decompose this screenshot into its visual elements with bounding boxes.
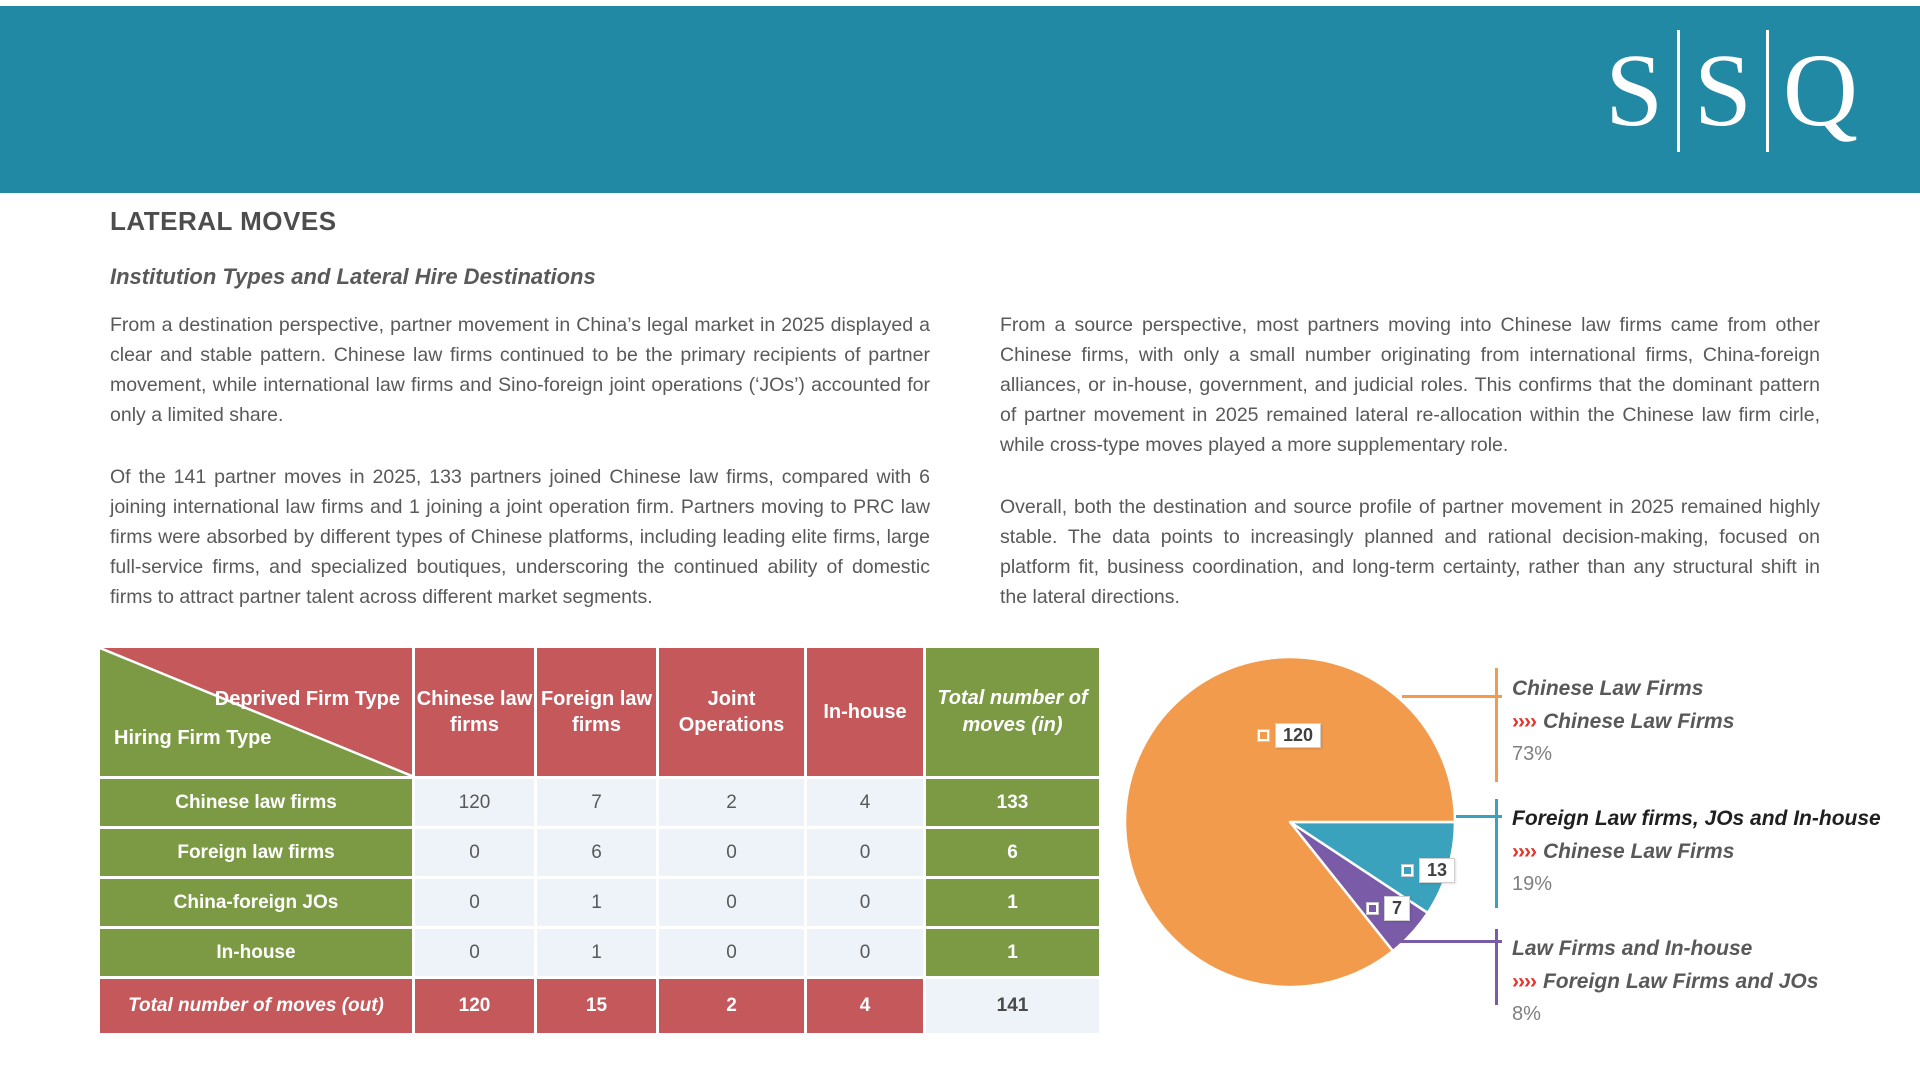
row-label: Foreign law firms [100, 829, 412, 876]
legend-source: Chinese Law Firms [1512, 677, 1704, 700]
legend-entry-foreign-group: Foreign Law firms, JOs and In-house ››››… [1512, 802, 1912, 901]
pie-value-purple-group: 7 [1384, 896, 1411, 921]
row-label: Chinese law firms [100, 779, 412, 826]
logo-divider [1765, 30, 1769, 152]
section-subtitle: Institution Types and Lateral Hire Desti… [110, 264, 596, 289]
legend-destination: ›››› Foreign Law Firms and JOs [1512, 970, 1819, 993]
table-cell: 1 [537, 929, 656, 976]
pie-label-7: 7 [1367, 896, 1411, 921]
paragraph-moves-detail: Of the 141 partner moves in 2025, 133 pa… [110, 466, 930, 608]
pie-value-foreign-group: 13 [1419, 858, 1456, 883]
legend-entry-chinese: Chinese Law Firms ›››› Chinese Law Firms … [1512, 672, 1912, 771]
row-total: 6 [926, 829, 1099, 876]
pie-chart [1123, 655, 1457, 989]
grand-total-cell: 141 [926, 979, 1099, 1033]
corner-diagonal [100, 648, 412, 776]
table-cell: 7 [537, 779, 656, 826]
legend-destination: ›››› Chinese Law Firms [1512, 840, 1735, 863]
col-header-foreign: Foreign law firms [537, 648, 656, 776]
total-row-label: Total number of moves (out) [100, 979, 412, 1033]
table-cell: 1 [537, 879, 656, 926]
table-cell: 0 [807, 829, 923, 876]
table-cell: 0 [659, 929, 804, 976]
logo-divider [1677, 30, 1681, 152]
legend-key-icon [1402, 865, 1413, 876]
paragraph-overall: Overall, both the destination and source… [1000, 496, 1820, 608]
corner-label-deprived: Deprived Firm Type [214, 688, 400, 710]
ssq-logo: S S Q [1605, 30, 1858, 152]
bracket-orange [1495, 668, 1498, 782]
col-header-jo: Joint Operations [659, 648, 804, 776]
table-cell: 0 [807, 929, 923, 976]
total-cell: 2 [659, 979, 804, 1033]
col-header-chinese: Chinese law firms [415, 648, 534, 776]
table-cell: 0 [659, 879, 804, 926]
col-header-total-in: Total number of moves (in) [926, 648, 1099, 776]
legend-source: Foreign Law firms, JOs and In-house [1512, 807, 1881, 830]
corner-label-hiring: Hiring Firm Type [114, 727, 272, 749]
table-corner-cell: Deprived Firm Type Hiring Firm Type [100, 648, 412, 776]
bracket-teal [1495, 799, 1498, 908]
table-cell: 6 [537, 829, 656, 876]
pie-label-120: 120 [1258, 723, 1322, 748]
leader-line-orange [1402, 695, 1502, 698]
row-label: China-foreign JOs [100, 879, 412, 926]
table-cell: 0 [415, 829, 534, 876]
bracket-purple [1495, 929, 1498, 1005]
leader-line-purple [1394, 940, 1502, 943]
pie-label-13: 13 [1402, 858, 1456, 883]
row-total: 1 [926, 929, 1099, 976]
body-left-column: From a destination perspective, partner … [110, 310, 930, 612]
table-cell: 120 [415, 779, 534, 826]
legend-percent: 8% [1512, 1003, 1541, 1025]
table-cell: 0 [659, 829, 804, 876]
leader-line-teal [1456, 815, 1502, 818]
total-cell: 4 [807, 979, 923, 1033]
chevrons-icon: ›››› [1512, 840, 1537, 863]
paragraph-destination: From a destination perspective, partner … [110, 314, 930, 426]
table-cell: 0 [415, 929, 534, 976]
total-cell: 15 [537, 979, 656, 1033]
moves-table: Deprived Firm Type Hiring Firm Type Chin… [100, 648, 1102, 1033]
header-banner: S S Q [0, 6, 1920, 193]
pie-value-chinese: 120 [1275, 723, 1322, 748]
total-cell: 120 [415, 979, 534, 1033]
row-total: 133 [926, 779, 1099, 826]
logo-letter: S [1694, 33, 1752, 148]
legend-key-icon [1367, 903, 1378, 914]
pie-slice-chinese [1123, 655, 1457, 989]
table-cell: 2 [659, 779, 804, 826]
table-cell: 0 [807, 879, 923, 926]
body-right-column: From a source perspective, most partners… [1000, 310, 1820, 612]
row-total: 1 [926, 879, 1099, 926]
chevrons-icon: ›››› [1512, 710, 1537, 733]
logo-letter: S [1605, 33, 1664, 148]
legend-percent: 73% [1512, 743, 1553, 765]
legend-source: Law Firms and In-house [1512, 937, 1753, 960]
table-cell: 0 [415, 879, 534, 926]
paragraph-source: From a source perspective, most partners… [1000, 314, 1820, 456]
legend-key-icon [1258, 730, 1269, 741]
legend-entry-lawfirms-inhouse: Law Firms and In-house ›››› Foreign Law F… [1512, 932, 1912, 1031]
logo-letter: Q [1782, 33, 1858, 148]
col-header-inhouse: In-house [807, 648, 923, 776]
legend-destination: ›››› Chinese Law Firms [1512, 710, 1735, 733]
legend-percent: 19% [1512, 873, 1553, 895]
chevrons-icon: ›››› [1512, 970, 1537, 993]
page-title: LATERAL MOVES [110, 206, 337, 236]
table-cell: 4 [807, 779, 923, 826]
row-label: In-house [100, 929, 412, 976]
